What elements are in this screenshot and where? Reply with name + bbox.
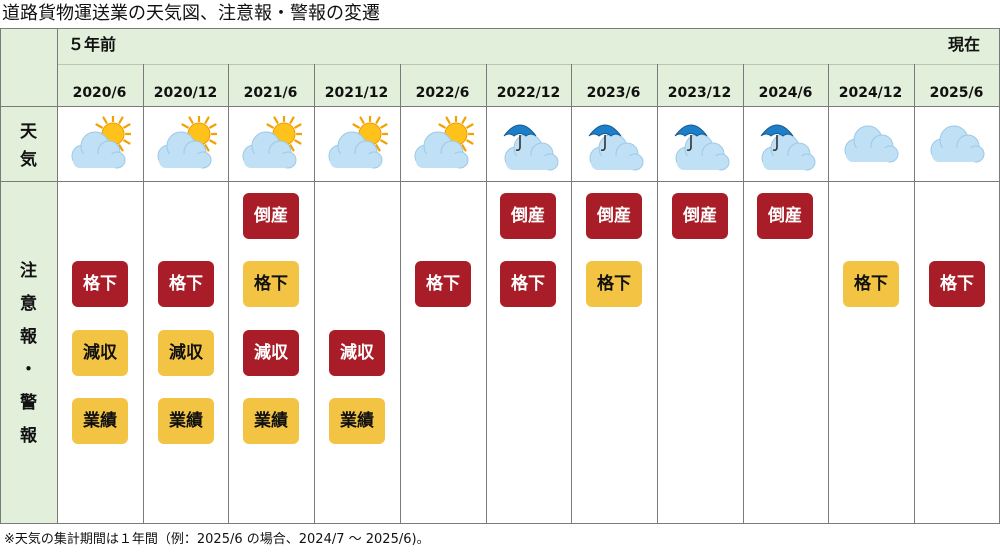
alert-badge-warning: 格下 [415, 261, 471, 307]
grid-line [0, 523, 1000, 524]
grid-line [0, 28, 1000, 29]
cloud-shape [589, 133, 644, 171]
grid-line [228, 64, 229, 524]
period-label: 2022/12 [496, 85, 561, 101]
warnings-row-label-char: ・ [20, 360, 37, 380]
weather-row-label-char: 天 [20, 122, 37, 142]
cloud-shape [504, 133, 559, 171]
alert-badge-advisory: 格下 [586, 261, 642, 307]
sun-cloud-icon [412, 113, 477, 176]
period-label: 2023/12 [667, 85, 732, 101]
umbrella-shape [674, 124, 708, 151]
cloud-shape [328, 131, 383, 169]
cloud-shape [761, 133, 816, 171]
warnings-row-label: 注 意 報 ・ 警 報 [0, 255, 71, 453]
alert-badge-warning: 格下 [72, 261, 128, 307]
alert-badge-warning: 格下 [929, 261, 985, 307]
umbrella-shape [588, 124, 622, 151]
umbrella-shape [760, 124, 794, 151]
corner-cell [0, 28, 57, 524]
alert-badge-advisory: 業績 [329, 398, 385, 444]
period-label: 2021/6 [243, 85, 298, 101]
grid-line [143, 64, 144, 524]
grid-line [914, 64, 915, 524]
header-band [57, 28, 1000, 106]
grid-line [571, 64, 572, 524]
cloud-shape [157, 131, 212, 169]
cloud-shape [930, 125, 985, 163]
alert-badge-advisory: 格下 [243, 261, 299, 307]
sun-cloud-icon [326, 113, 391, 176]
alert-badge-warning: 減収 [243, 330, 299, 376]
alert-badge-warning: 倒産 [500, 193, 556, 239]
warnings-row-label-char: 意 [20, 294, 37, 314]
alert-badge-warning: 倒産 [757, 193, 813, 239]
footnote: ※天気の集計期間は１年間（例：2025/6 の場合、2024/7 ～ 2025/… [4, 532, 430, 547]
alert-badge-advisory: 業績 [72, 398, 128, 444]
cloud-shape [71, 131, 126, 169]
warnings-row-label-char: 注 [20, 261, 37, 281]
cloud-shape [242, 131, 297, 169]
period-label: 2022/6 [415, 85, 470, 101]
grid-line [57, 64, 1000, 65]
grid-line [743, 64, 744, 524]
period-label: 2025/6 [929, 85, 984, 101]
alert-badge-advisory: 業績 [158, 398, 214, 444]
grid-line [486, 64, 487, 524]
page-title: 道路貨物運送業の天気図、注意報・警報の変遷 [2, 3, 380, 24]
period-label: 2021/12 [324, 85, 389, 101]
umbrella-cloud-icon [755, 116, 817, 176]
period-label: 2023/6 [586, 85, 641, 101]
warnings-row-label-char: 報 [20, 426, 37, 446]
grid-line [0, 181, 1000, 182]
alert-badge-warning: 倒産 [243, 193, 299, 239]
umbrella-cloud-icon [498, 116, 560, 176]
alert-badge-warning: 倒産 [586, 193, 642, 239]
grid-line [828, 64, 829, 524]
period-label: 2024/12 [838, 85, 903, 101]
warnings-row-label-char: 警 [20, 393, 37, 413]
alert-badge-advisory: 格下 [843, 261, 899, 307]
alert-badge-advisory: 業績 [243, 398, 299, 444]
grid-line [400, 64, 401, 524]
grid-line [314, 64, 315, 524]
grid-line [657, 64, 658, 524]
grid-line [0, 106, 1000, 107]
current-label: 現在 [947, 35, 980, 54]
five-years-ago-label: ５年前 [68, 35, 117, 54]
warnings-row-label-char: 報 [20, 327, 37, 347]
sun-cloud-icon [69, 113, 134, 176]
period-label: 2020/6 [72, 85, 127, 101]
cloud-icon [840, 116, 902, 176]
alert-badge-warning: 倒産 [672, 193, 728, 239]
umbrella-cloud-icon [583, 116, 645, 176]
cloud-shape [844, 125, 899, 163]
weather-row-label: 天 気 [0, 118, 71, 174]
alert-badge-warning: 格下 [500, 261, 556, 307]
period-label: 2024/6 [758, 85, 813, 101]
alert-weather-table: ５年前 現在 天 気 注 意 報 ・ 警 報 2020/6 格下 減収 業績 2020/… [0, 28, 1000, 524]
cloud-shape [414, 131, 469, 169]
sun-cloud-icon [155, 113, 220, 176]
umbrella-cloud-icon [669, 116, 731, 176]
alert-badge-warning: 格下 [158, 261, 214, 307]
alert-badge-advisory: 減収 [72, 330, 128, 376]
sun-cloud-icon [240, 113, 305, 176]
cloud-icon [926, 116, 988, 176]
alert-badge-advisory: 減収 [158, 330, 214, 376]
grid-line [0, 28, 1, 524]
weather-row-label-char: 気 [20, 150, 37, 170]
alert-badge-warning: 減収 [329, 330, 385, 376]
cloud-shape [675, 133, 730, 171]
grid-line [57, 28, 58, 524]
period-label: 2020/12 [153, 85, 218, 101]
umbrella-shape [503, 124, 537, 151]
